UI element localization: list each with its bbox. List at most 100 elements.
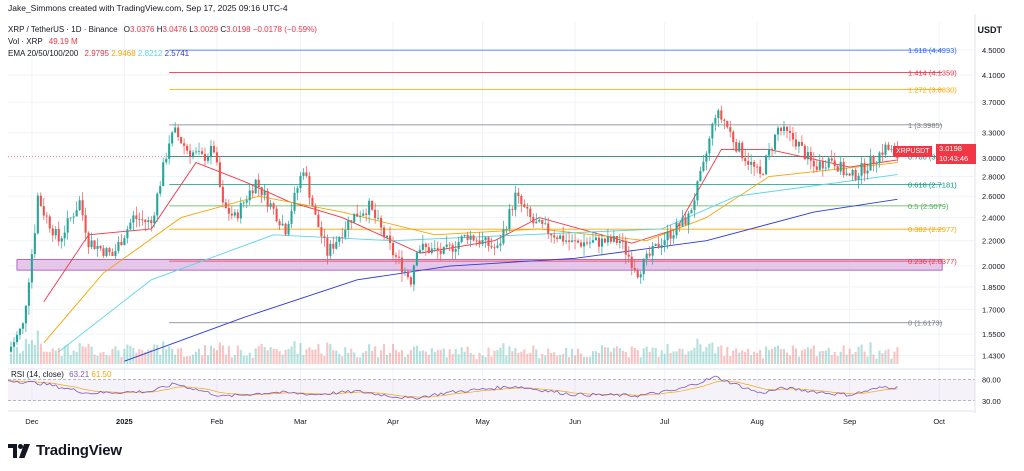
volume-bar (30, 340, 33, 364)
candle-body (150, 220, 153, 224)
candle-body (574, 240, 577, 242)
volume-bar (48, 351, 51, 364)
candle-body (878, 152, 881, 163)
volume-bar (66, 344, 69, 364)
volume-bar (460, 347, 463, 364)
volume-bar (177, 348, 180, 364)
volume-bar (388, 353, 392, 364)
candle-body (806, 152, 809, 160)
ema-line (43, 148, 898, 302)
volume-bar (81, 346, 84, 364)
candle-body (815, 166, 818, 170)
volume-bar (466, 346, 469, 364)
candlesticks (9, 105, 899, 353)
candle-body (108, 248, 111, 253)
volume-bar (75, 351, 78, 364)
symbol-title[interactable]: XRP / TetherUS · 1D · Binance (8, 25, 118, 34)
candle-body (744, 158, 747, 162)
volume-bar (732, 350, 735, 364)
volume-bar (785, 352, 789, 364)
time-axis-label: Sep (843, 417, 856, 426)
candle-body (75, 210, 78, 217)
candle-body (579, 242, 583, 247)
volume-bar (690, 350, 693, 364)
volume-bar (248, 352, 251, 364)
fib-level-label: 1.618 (4.4993) (908, 46, 957, 55)
candle-body (180, 137, 183, 144)
candle-body (224, 202, 227, 208)
volume-bar (505, 355, 508, 364)
fib-level-label: 0 (1.6173) (908, 319, 943, 328)
volume-bar (236, 345, 239, 364)
volume-bar (84, 347, 87, 364)
candle-body (851, 169, 854, 176)
candle-body (639, 274, 642, 278)
volume-bar (812, 345, 815, 364)
volume-bar (645, 346, 648, 364)
volume-bar (394, 350, 398, 364)
volume-bar (290, 346, 293, 364)
candle-body (409, 277, 412, 285)
fib-level-label: 0.382 (2.2977) (908, 225, 957, 234)
time-axis-label: Jul (660, 417, 670, 426)
volume-bar (215, 350, 218, 364)
candle-body (630, 256, 633, 268)
candle-body (162, 162, 165, 187)
candle-body (490, 246, 493, 248)
volume-bar (284, 349, 287, 364)
candle-body (591, 240, 595, 243)
ema-legend[interactable]: EMA 20/50/100/200 2.9795 2.9468 2.8212 2… (8, 49, 189, 58)
candle-body (621, 241, 624, 242)
volume-bar (606, 347, 609, 364)
volume-bar (362, 352, 365, 364)
candle-body (606, 236, 609, 243)
candle-body (69, 217, 72, 219)
tradingview-logo[interactable]: TradingView (8, 442, 122, 459)
candle-body (391, 242, 395, 256)
candle-body (245, 200, 248, 203)
volume-bar (848, 348, 851, 364)
candle-body (191, 152, 195, 157)
volume-bar (579, 353, 583, 364)
volume-bar (773, 346, 777, 364)
candle-body (42, 206, 45, 216)
candle-body (794, 139, 797, 147)
volume-bar (469, 353, 472, 364)
volume-bar (99, 352, 102, 364)
volume-bar (717, 346, 720, 364)
volume-bar (203, 345, 207, 364)
volume-bar (320, 353, 323, 364)
rsi-legend[interactable]: RSI (14, close) 63.21 61.50 (11, 370, 111, 379)
volume-legend[interactable]: Vol · XRP 49.19 M (8, 37, 78, 46)
candle-body (365, 213, 368, 215)
candle-body (577, 240, 580, 243)
candle-body (251, 190, 254, 194)
volume-bar (639, 357, 642, 364)
candle-body (359, 215, 362, 217)
candle-body (215, 152, 218, 163)
candle-body (329, 243, 332, 256)
volume-bar (538, 358, 541, 364)
candle-body (487, 237, 490, 247)
volume-bar (147, 349, 150, 364)
volume-bar (666, 344, 669, 364)
volume-bar (872, 354, 875, 364)
volume-bar (69, 354, 72, 364)
volume-bar (33, 344, 36, 364)
candle-body (269, 203, 272, 207)
volume-bar (424, 351, 427, 364)
ema-label: EMA 20/50/100/200 (8, 49, 79, 58)
candle-body (729, 127, 732, 132)
volume-bar (514, 348, 517, 364)
change-value: −0.0178 (−0.59%) (252, 25, 317, 34)
volume-bar (162, 341, 165, 364)
volume-bar (687, 351, 690, 364)
candle-body (350, 220, 353, 223)
volume-bar (218, 342, 221, 364)
volume-bar (857, 346, 860, 364)
rsi-axis-tick: 80.00 (982, 376, 1001, 385)
ema20-value: 2.9795 (84, 49, 109, 58)
candle-body (368, 200, 371, 215)
volume-bar (597, 353, 600, 364)
